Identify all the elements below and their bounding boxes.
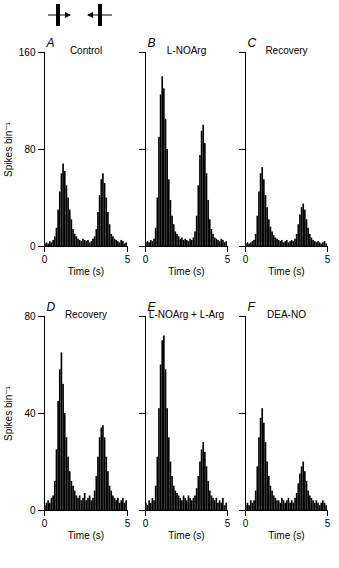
svg-text:L-NOArg + L-Arg: L-NOArg + L-Arg	[149, 309, 224, 320]
svg-text:Recovery: Recovery	[265, 45, 307, 56]
svg-text:80: 80	[24, 311, 36, 322]
svg-text:L-NOArg: L-NOArg	[167, 45, 206, 56]
svg-text:0: 0	[243, 254, 249, 265]
svg-text:Recovery: Recovery	[65, 309, 107, 320]
svg-text:0: 0	[30, 505, 36, 516]
svg-text:0: 0	[143, 518, 149, 529]
svg-text:F: F	[248, 300, 256, 314]
svg-text:0: 0	[42, 518, 48, 529]
svg-text:Time (s): Time (s)	[168, 266, 204, 277]
svg-text:Time (s): Time (s)	[68, 266, 104, 277]
svg-text:0: 0	[30, 241, 36, 252]
svg-text:Control: Control	[70, 45, 102, 56]
svg-text:5: 5	[225, 518, 231, 529]
svg-text:C: C	[248, 36, 257, 50]
svg-text:B: B	[148, 36, 156, 50]
svg-text:Time (s): Time (s)	[68, 530, 104, 541]
svg-text:Time (s): Time (s)	[168, 530, 204, 541]
svg-text:0: 0	[243, 518, 249, 529]
svg-text:Spikes bin⁻¹: Spikes bin⁻¹	[3, 385, 14, 440]
svg-text:D: D	[47, 300, 56, 314]
svg-text:E: E	[147, 300, 156, 314]
svg-text:5: 5	[325, 254, 331, 265]
svg-text:5: 5	[125, 518, 131, 529]
svg-text:5: 5	[125, 254, 131, 265]
svg-text:Time (s): Time (s)	[268, 530, 304, 541]
svg-text:Time (s): Time (s)	[268, 266, 304, 277]
svg-text:40: 40	[24, 408, 36, 419]
svg-text:0: 0	[143, 254, 149, 265]
svg-text:DEA-NO: DEA-NO	[267, 309, 306, 320]
svg-text:80: 80	[24, 144, 36, 155]
svg-text:5: 5	[325, 518, 331, 529]
svg-text:A: A	[46, 36, 55, 50]
svg-text:5: 5	[225, 254, 231, 265]
svg-text:0: 0	[42, 254, 48, 265]
svg-text:Spikes bin⁻¹: Spikes bin⁻¹	[3, 121, 14, 176]
svg-text:160: 160	[19, 47, 36, 58]
